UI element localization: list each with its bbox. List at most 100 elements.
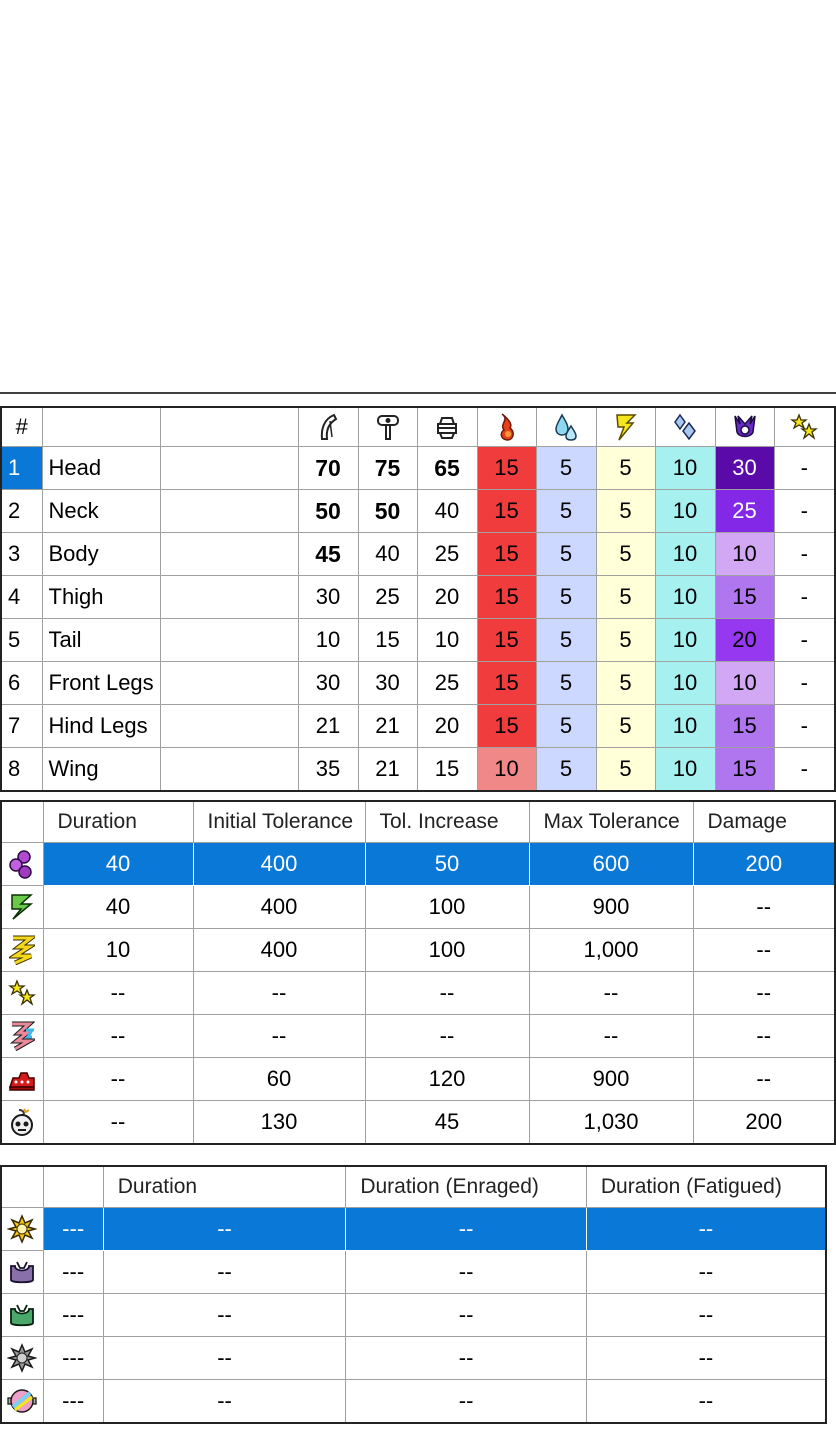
duration-value: 10 (42, 928, 194, 972)
hitzone-row[interactable]: 5 Tail 10 15 10 15 5 5 10 20 - (0, 618, 836, 662)
item-row[interactable]: --- -- -- -- (0, 1379, 827, 1424)
ice-icon (674, 413, 696, 441)
part-extra (159, 618, 299, 662)
item-icon-cell (0, 1379, 44, 1424)
hitzone-row[interactable]: 8 Wing 35 21 15 10 5 5 10 15 - (0, 747, 836, 792)
dragon-value: 20 (714, 618, 775, 662)
sleep-icon (9, 935, 36, 965)
header-cut[interactable] (297, 406, 359, 447)
header-tol-increase[interactable]: Tol. Increase (364, 800, 530, 843)
impact-value: 15 (357, 618, 418, 662)
shot-icon (437, 417, 457, 440)
part-name: Thigh (41, 575, 161, 619)
part-extra (159, 661, 299, 705)
hitzone-row[interactable]: 4 Thigh 30 25 20 15 5 5 10 15 - (0, 575, 836, 619)
header-initial-tolerance[interactable]: Initial Tolerance (192, 800, 366, 843)
header-max-tolerance[interactable]: Max Tolerance (528, 800, 694, 843)
header-thunder[interactable] (595, 406, 656, 447)
initial-tolerance-value: 400 (192, 885, 366, 929)
item-row[interactable]: --- -- -- -- (0, 1293, 827, 1337)
initial-tolerance-value: 400 (192, 842, 366, 886)
hitzone-row[interactable]: 1 Head 70 75 65 15 5 5 10 30 - (0, 446, 836, 490)
item-row[interactable]: --- -- -- -- (0, 1250, 827, 1294)
header-stun[interactable] (773, 406, 836, 447)
ice-value: 10 (654, 747, 716, 792)
item-header-flag[interactable] (42, 1165, 104, 1208)
header-duration-fatigued[interactable]: Duration (Fatigued) (585, 1165, 827, 1208)
duration-fatigued-value: -- (585, 1336, 827, 1380)
header-duration[interactable]: Duration (42, 800, 194, 843)
status-header-icon[interactable] (0, 800, 44, 843)
status-row[interactable]: -- -- -- -- -- (0, 1014, 836, 1058)
header-impact[interactable] (357, 406, 418, 447)
hitzone-row[interactable]: 6 Front Legs 30 30 25 15 5 5 10 10 - (0, 661, 836, 705)
shot-value: 20 (416, 575, 478, 619)
header-part-name[interactable] (41, 406, 161, 447)
stun-value: - (773, 575, 836, 619)
shot-value: 25 (416, 532, 478, 576)
item-flag-value: --- (42, 1379, 104, 1424)
item-icon-cell (0, 1207, 44, 1251)
header-duration[interactable]: Duration (102, 1165, 347, 1208)
item-icon-cell (0, 1250, 44, 1294)
dragon-icon (733, 415, 756, 438)
max-tolerance-value: 1,000 (528, 928, 694, 972)
dragon-value: 15 (714, 704, 775, 748)
status-row[interactable]: -- -- -- -- -- (0, 971, 836, 1015)
item-row[interactable]: --- -- -- -- (0, 1336, 827, 1380)
item-row[interactable]: --- -- -- -- (0, 1207, 827, 1251)
stun-value: - (773, 532, 836, 576)
header-fire[interactable] (476, 406, 537, 447)
part-extra (159, 446, 299, 490)
water-value: 5 (535, 575, 597, 619)
item-flag-value: --- (42, 1293, 104, 1337)
tol-increase-value: 100 (364, 928, 530, 972)
duration-enraged-value: -- (345, 1379, 587, 1424)
tol-increase-value: -- (364, 1014, 530, 1058)
fire-value: 10 (476, 747, 537, 792)
header-index[interactable]: # (0, 406, 43, 447)
item-header-icon[interactable] (0, 1165, 44, 1208)
duration-fatigued-value: -- (585, 1293, 827, 1337)
hitzone-row[interactable]: 7 Hind Legs 21 21 20 15 5 5 10 15 - (0, 704, 836, 748)
cut-value: 50 (297, 489, 359, 533)
part-extra (159, 575, 299, 619)
status-row[interactable]: 10 400 100 1,000 -- (0, 928, 836, 972)
hitzone-table: # 1 Head 7 (0, 406, 836, 792)
hitzone-row[interactable]: 2 Neck 50 50 40 15 5 5 10 25 - (0, 489, 836, 533)
row-index: 5 (0, 618, 43, 662)
fire-value: 15 (476, 661, 537, 705)
dung-bomb-icon (7, 1389, 37, 1413)
duration-value: -- (42, 1100, 194, 1145)
thunder-value: 5 (595, 747, 656, 792)
impact-value: 40 (357, 532, 418, 576)
status-icon-cell (0, 928, 44, 972)
status-row[interactable]: -- 60 120 900 -- (0, 1057, 836, 1101)
hitzone-row[interactable]: 3 Body 45 40 25 15 5 5 10 10 - (0, 532, 836, 576)
status-icon-cell (0, 1100, 44, 1145)
fire-value: 15 (476, 618, 537, 662)
header-shot[interactable] (416, 406, 478, 447)
header-water[interactable] (535, 406, 597, 447)
header-damage[interactable]: Damage (692, 800, 836, 843)
mount-icon (9, 1071, 35, 1091)
duration-value: -- (42, 971, 194, 1015)
tol-increase-value: 120 (364, 1057, 530, 1101)
paralysis-icon (11, 894, 34, 920)
shot-value: 65 (416, 446, 478, 490)
header-duration-enraged[interactable]: Duration (Enraged) (345, 1165, 587, 1208)
stun-value: - (773, 618, 836, 662)
max-tolerance-value: -- (528, 971, 694, 1015)
header-ice[interactable] (654, 406, 716, 447)
duration-enraged-value: -- (345, 1293, 587, 1337)
header-extra[interactable] (159, 406, 299, 447)
item-flag-value: --- (42, 1250, 104, 1294)
initial-tolerance-value: 400 (192, 928, 366, 972)
status-row[interactable]: 40 400 100 900 -- (0, 885, 836, 929)
header-dragon[interactable] (714, 406, 775, 447)
status-row[interactable]: 40 400 50 600 200 (0, 842, 836, 886)
status-table: Duration Initial Tolerance Tol. Increase… (0, 800, 836, 1145)
impact-value: 50 (357, 489, 418, 533)
status-row[interactable]: -- 130 45 1,030 200 (0, 1100, 836, 1145)
row-index: 4 (0, 575, 43, 619)
